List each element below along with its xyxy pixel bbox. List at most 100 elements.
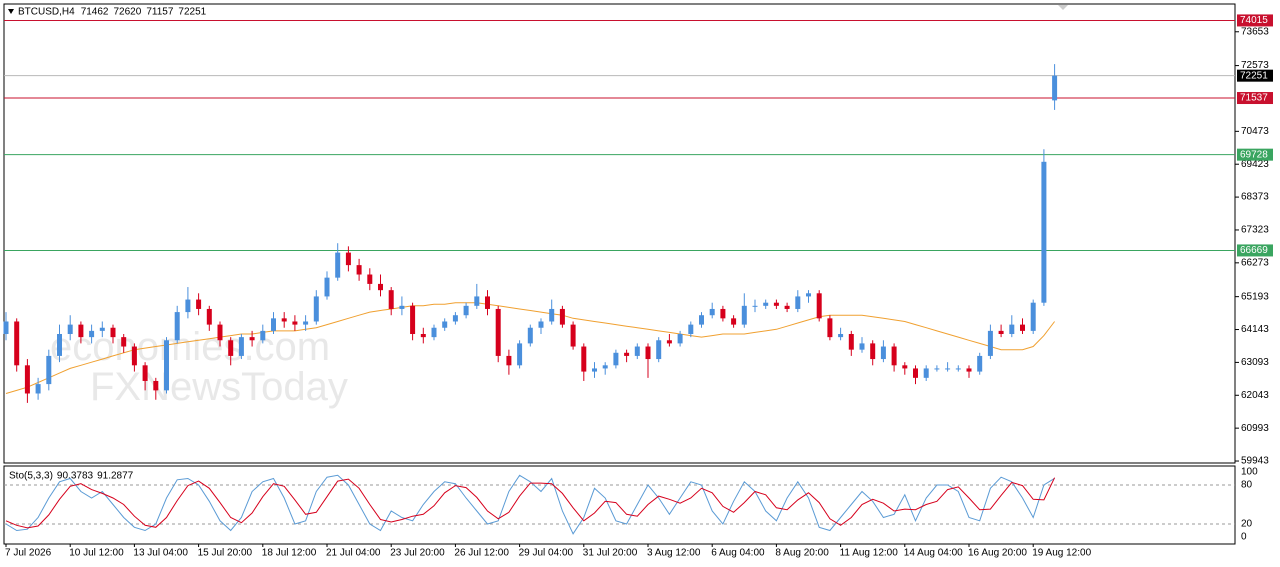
- candle-body: [249, 337, 255, 341]
- candle-body: [99, 327, 105, 331]
- candle-body: [731, 318, 737, 325]
- level-label: 74015: [1240, 15, 1268, 26]
- x-tick-label: 6 Aug 04:00: [711, 548, 765, 559]
- candle-body: [485, 296, 490, 309]
- candle-body: [592, 368, 597, 372]
- candle-body: [303, 321, 309, 325]
- y-tick-label: 100: [1241, 467, 1258, 478]
- candle-body: [666, 340, 672, 344]
- y-tick-label: 64143: [1241, 324, 1269, 335]
- level-tag: [1237, 92, 1273, 105]
- shift-marker: [1058, 5, 1068, 10]
- candle-body: [164, 340, 169, 391]
- candle-body: [292, 321, 298, 325]
- y-tick-label: 73653: [1241, 26, 1269, 37]
- indicator-value: 91.2877: [97, 471, 134, 482]
- candle-body: [67, 324, 73, 335]
- candle-body: [602, 365, 608, 369]
- candle-body: [131, 346, 137, 366]
- x-tick-label: 16 Aug 20:00: [968, 548, 1027, 559]
- header: BTCUSD,H4 71462 72620 71157 72251: [18, 7, 207, 18]
- candle-body: [880, 346, 886, 360]
- candle-body: [410, 305, 416, 335]
- y-tick-label: 66273: [1241, 257, 1269, 268]
- stochastic-signal: [5, 477, 1056, 529]
- candle-body: [217, 324, 223, 341]
- candle-body: [110, 327, 116, 338]
- candle-body: [859, 343, 865, 350]
- x-tick-label: 10 Jul 12:00: [69, 548, 124, 559]
- level-tag: [1237, 14, 1273, 27]
- candle-body: [89, 330, 95, 338]
- candle-body: [153, 380, 159, 391]
- candle-body: [634, 346, 640, 356]
- candle-body: [35, 384, 41, 394]
- x-tick-label: 8 Aug 20:00: [775, 548, 829, 559]
- x-tick-label: 23 Jul 20:00: [390, 548, 445, 559]
- candle-body: [773, 302, 779, 306]
- candle-body: [827, 318, 833, 338]
- candle-body: [78, 324, 84, 338]
- candle-body: [549, 308, 555, 322]
- candle-body: [934, 368, 940, 370]
- candle-body: [581, 346, 587, 372]
- candle-body: [1020, 324, 1025, 331]
- x-tick-label: 29 Jul 04:00: [519, 548, 574, 559]
- indicator-value: 90.3783: [57, 471, 94, 482]
- y-tick-label: 68373: [1241, 192, 1269, 203]
- candle-body: [142, 365, 148, 381]
- candle-body: [709, 308, 715, 316]
- y-tick-label: 20: [1241, 519, 1253, 530]
- candle-body: [367, 274, 373, 284]
- candle-body: [570, 324, 576, 347]
- y-tick-label: 67323: [1241, 225, 1269, 236]
- candle-body: [185, 299, 191, 313]
- candle-body: [559, 308, 565, 325]
- candle-body: [848, 334, 854, 350]
- candle-body: [271, 318, 276, 331]
- y-tick-label: 59943: [1241, 456, 1269, 467]
- x-tick-label: 31 Jul 20:00: [583, 548, 638, 559]
- level-label: 71537: [1240, 93, 1268, 104]
- candle-body: [506, 355, 512, 366]
- price-pane: [3, 3, 1236, 464]
- y-tick-label: 70473: [1241, 126, 1269, 137]
- candle-body: [913, 368, 918, 378]
- candle-body: [228, 340, 234, 356]
- candle-body: [987, 330, 993, 356]
- stochastic-main: [5, 474, 1055, 535]
- candle-body: [517, 343, 523, 366]
- candle-body: [795, 296, 801, 309]
- y-tick-label: 72573: [1241, 60, 1269, 71]
- candle-body: [720, 308, 726, 319]
- candle-body: [891, 346, 897, 366]
- y-tick-label: 63093: [1241, 357, 1269, 368]
- candle-body: [14, 321, 20, 366]
- candle-body: [495, 308, 501, 356]
- watermark: economies.com: [50, 325, 330, 369]
- candle-body: [345, 252, 351, 266]
- y-tick-label: 69423: [1241, 159, 1269, 170]
- watermark: FXNewsToday: [90, 365, 348, 409]
- ohlc-value: 71462: [81, 7, 109, 18]
- candle-body: [46, 355, 52, 385]
- menu-arrow[interactable]: [8, 9, 14, 14]
- candle-body: [677, 334, 683, 344]
- candle-body: [816, 293, 822, 319]
- candle-body: [688, 324, 694, 335]
- candle-body: [399, 305, 405, 309]
- candle-body: [645, 346, 651, 360]
- candle-body: [442, 321, 448, 328]
- x-tick-label: 15 Jul 20:00: [198, 548, 253, 559]
- candle-body: [998, 330, 1004, 335]
- candle-body: [613, 352, 619, 366]
- y-tick-label: 62043: [1241, 390, 1269, 401]
- candle-body: [356, 265, 362, 275]
- candle-body: [763, 302, 769, 306]
- candle-body: [902, 365, 908, 369]
- candle-body: [923, 368, 929, 378]
- candle-body: [977, 355, 983, 372]
- candle-body: [121, 337, 127, 347]
- candle-body: [955, 368, 961, 370]
